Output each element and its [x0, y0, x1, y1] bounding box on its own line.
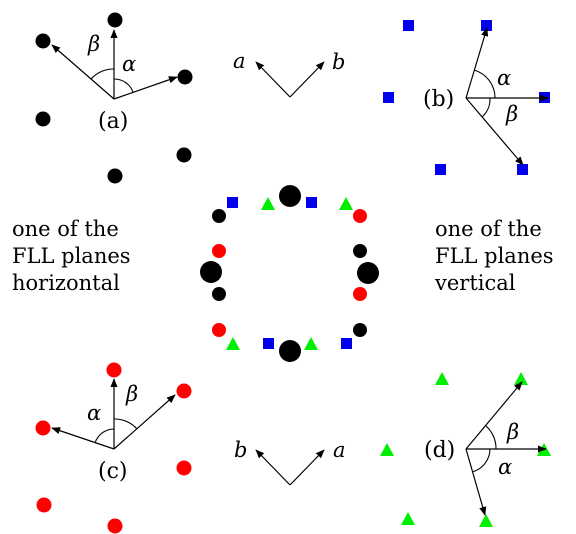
vortex-square — [383, 92, 394, 103]
left-note-line2: FLL planes — [12, 244, 131, 268]
alpha-symbol: α — [497, 66, 511, 90]
axis-label-b: b — [234, 438, 247, 462]
axis-b-arrow — [289, 61, 325, 98]
vortex-dot-large — [357, 262, 379, 284]
left-note-line3: horizontal — [12, 271, 120, 295]
center-ring — [200, 185, 379, 362]
right-note: one of the FLL planes vertical — [435, 216, 554, 297]
panel-label-c: (c) — [98, 459, 128, 484]
axis-b-arrow — [255, 449, 291, 486]
vortex-dot — [35, 33, 51, 49]
axis-label-a: a — [333, 438, 346, 462]
vortex-dot-red — [35, 420, 51, 436]
angle-arc-beta — [90, 68, 115, 80]
panel-c: β α (c) — [35, 362, 192, 534]
vortex-dot-large — [279, 185, 301, 207]
panel-label-a: (a) — [98, 109, 128, 134]
vortex-dot-red — [176, 460, 192, 476]
vortex-dot-red — [212, 323, 226, 337]
vortex-square — [263, 338, 274, 349]
vortex-dot — [107, 168, 123, 184]
angle-arc-alpha — [473, 69, 496, 99]
arrow-vector — [465, 381, 523, 450]
axes-bottom: b a — [234, 438, 346, 486]
arrow-vector — [51, 427, 115, 450]
beta-symbol: β — [506, 420, 519, 444]
panel-label-b: (b) — [423, 87, 454, 112]
panel-d: β α (d) — [380, 372, 551, 527]
arrow-vector — [113, 394, 176, 450]
vortex-dot-red — [212, 244, 226, 258]
right-note-line3: vertical — [435, 271, 516, 295]
arrow-vector — [113, 76, 178, 100]
angle-arc-alpha — [471, 448, 491, 473]
vortex-square — [481, 20, 492, 31]
panel-a: β α (a) — [35, 12, 193, 184]
axis-a-arrow — [289, 449, 325, 486]
axis-label-b: b — [332, 50, 345, 74]
vortex-dot — [212, 209, 226, 223]
arrow-vector — [465, 27, 489, 99]
left-note-line1: one of the — [12, 217, 119, 241]
vortex-dot — [177, 69, 193, 85]
vortex-triangle — [435, 372, 449, 385]
panel-b: α β (b) — [383, 20, 550, 175]
vortex-square — [306, 197, 317, 208]
vortex-triangle — [479, 514, 493, 527]
angle-arc-alpha — [94, 428, 115, 444]
angle-arc-beta — [481, 97, 491, 118]
vortex-triangle — [401, 512, 415, 525]
alpha-symbol: α — [498, 455, 512, 479]
vortex-dot — [353, 244, 367, 258]
vortex-dot — [107, 12, 123, 28]
vortex-triangle — [226, 337, 240, 350]
axis-label-a: a — [233, 49, 246, 73]
vortex-dot-red — [353, 209, 367, 223]
alpha-symbol: α — [87, 401, 101, 425]
vortex-square — [435, 164, 446, 175]
angle-arc-beta — [485, 425, 497, 450]
beta-symbol: β — [125, 382, 138, 406]
alpha-symbol: α — [122, 52, 136, 76]
angle-arc-alpha — [113, 78, 134, 93]
axis-a-arrow — [255, 61, 291, 98]
axes-top: a b — [233, 49, 345, 98]
vortex-dot-red — [106, 362, 122, 378]
right-note-line1: one of the — [435, 217, 542, 241]
angle-arc-beta — [113, 418, 138, 430]
vortex-dot-large — [200, 261, 222, 283]
left-note: one of the FLL planes horizontal — [12, 216, 131, 297]
beta-symbol: β — [87, 32, 100, 56]
vortex-dot-large — [279, 340, 301, 362]
vortex-triangle — [339, 197, 353, 210]
vortex-dot-red — [36, 497, 52, 513]
right-note-line2: FLL planes — [435, 244, 554, 268]
vortex-triangle — [261, 197, 275, 210]
beta-symbol: β — [505, 102, 518, 126]
vortex-square — [517, 164, 528, 175]
arrow-vector — [465, 448, 487, 516]
vortex-dot-red — [107, 518, 123, 534]
vortex-dot-red — [353, 287, 367, 301]
vortex-square — [341, 338, 352, 349]
arrow-vector — [51, 44, 115, 100]
panel-label-d: (d) — [424, 438, 455, 463]
vortex-square — [403, 20, 414, 31]
vortex-dot — [176, 147, 192, 163]
vortex-dot — [212, 287, 226, 301]
vortex-triangle — [380, 443, 394, 456]
vortex-dot — [35, 111, 51, 127]
arrow-vector — [465, 97, 524, 166]
vortex-dot-red — [176, 383, 192, 399]
vortex-dot — [353, 323, 367, 337]
vortex-square — [227, 197, 238, 208]
vortex-triangle — [304, 337, 318, 350]
